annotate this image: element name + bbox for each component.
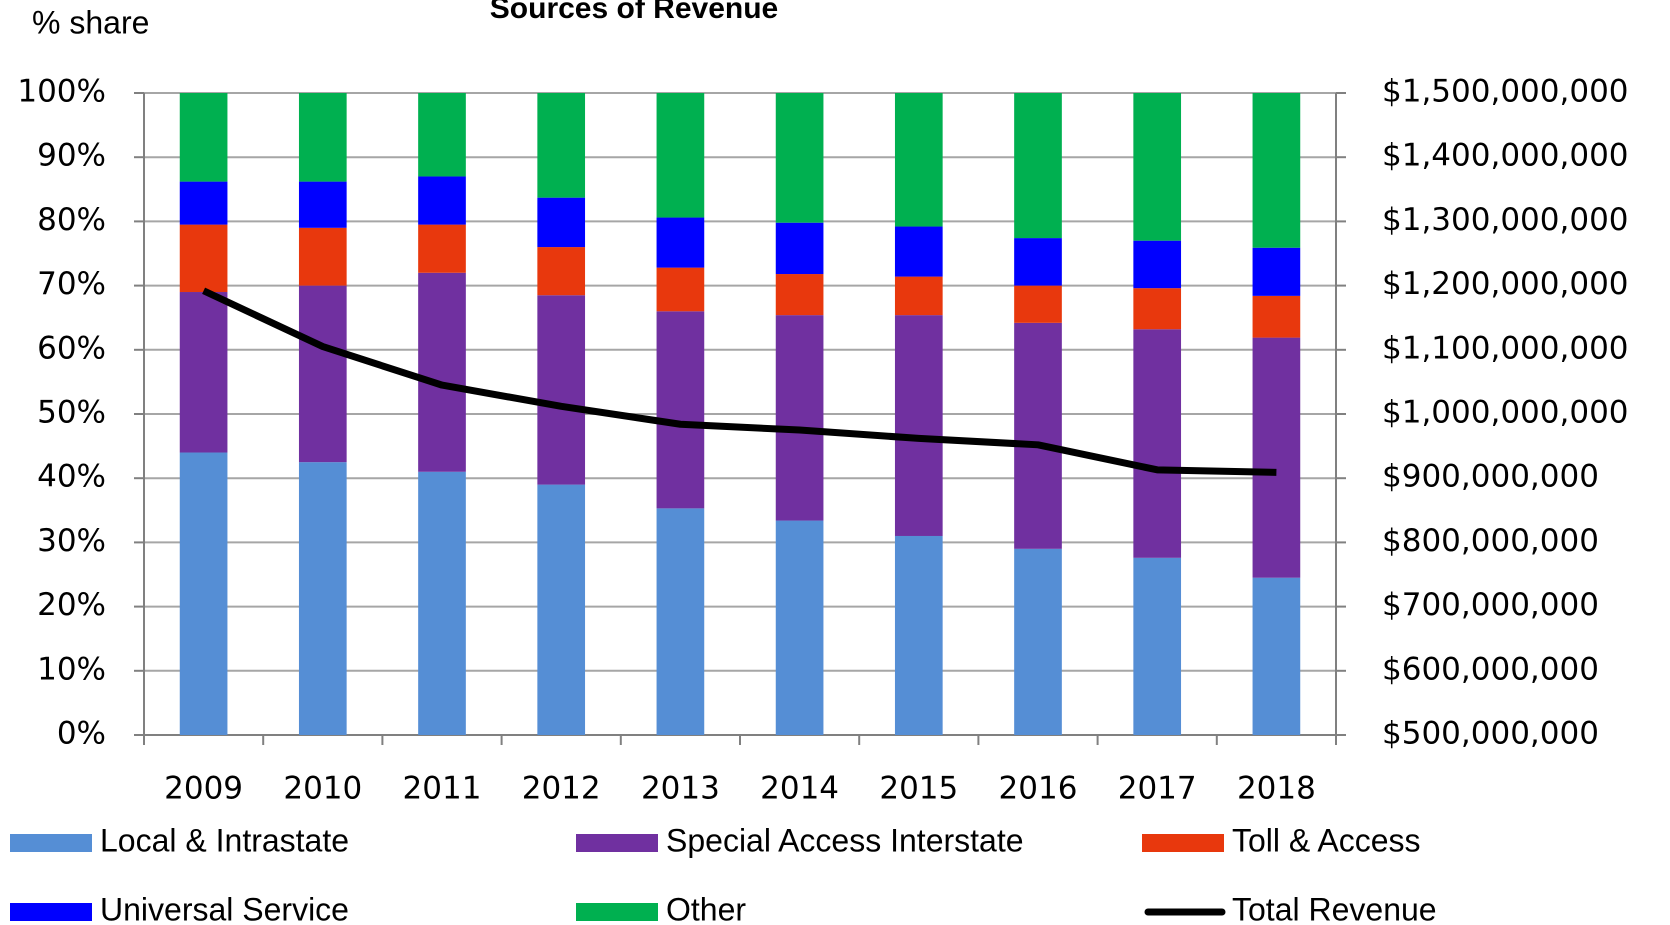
y2-tick-label: $600,000,000: [1382, 651, 1599, 687]
legend-label: Total Revenue: [1232, 891, 1437, 925]
bar-segment: [775, 274, 824, 316]
bar-segment: [1014, 93, 1062, 239]
y2-tick-label: $500,000,000: [1382, 716, 1599, 752]
y2-tick-label: $1,400,000,000: [1382, 138, 1629, 174]
bar-segment: [894, 276, 943, 316]
bar-segment: [1014, 548, 1062, 735]
bar-segment: [298, 285, 347, 463]
bar-segment: [179, 292, 228, 453]
bar-segment: [656, 508, 705, 735]
bar-segment: [1252, 337, 1301, 578]
x-tick-label: 2012: [522, 771, 601, 807]
bar-segment: [537, 484, 586, 735]
y2-tick-label: $700,000,000: [1382, 587, 1599, 623]
legend-swatch: [1142, 834, 1224, 852]
y2-tick-label: $1,200,000,000: [1382, 266, 1629, 302]
bar-segment: [418, 93, 466, 177]
bar-segment: [1252, 295, 1301, 338]
bar-segment: [775, 93, 824, 223]
bar-segment: [537, 247, 586, 296]
legend-label: Other: [666, 891, 746, 925]
y2-tick-label: $800,000,000: [1382, 523, 1599, 559]
x-tick-label: 2009: [164, 771, 243, 807]
bar-segment: [1252, 93, 1301, 248]
y-tick-label: 80%: [37, 202, 106, 238]
bar-segment: [1133, 240, 1182, 289]
bar-segment: [894, 315, 943, 536]
bar-segment: [537, 295, 586, 485]
bar-segment: [775, 222, 824, 275]
x-tick-label: 2014: [760, 771, 839, 807]
y2-tick-label: $900,000,000: [1382, 459, 1599, 495]
bar-segment: [1014, 285, 1062, 323]
x-tick-label: 2011: [403, 771, 482, 807]
legend-label: Toll & Access: [1232, 822, 1421, 858]
bar-segment: [1252, 577, 1301, 735]
y-axis-label: % share: [32, 4, 149, 40]
y-tick-label: 50%: [37, 395, 106, 431]
bar-segment: [418, 176, 466, 225]
bar-segment: [298, 93, 347, 182]
bar-segment: [179, 181, 228, 225]
bar-segment: [894, 535, 943, 735]
bar-segment: [1014, 322, 1062, 549]
y-tick-label: 60%: [37, 330, 106, 366]
y-tick-label: 40%: [37, 459, 106, 495]
x-tick-label: 2010: [283, 771, 362, 807]
bar-segment: [1133, 329, 1182, 558]
y2-tick-label: $1,000,000,000: [1382, 395, 1629, 431]
bar-segment: [1133, 557, 1182, 735]
bar-segment: [298, 462, 347, 735]
legend-label: Local & Intrastate: [100, 822, 349, 858]
bar-segment: [775, 315, 824, 521]
bar-segment: [1133, 288, 1182, 330]
chart-title: Sources of Revenue: [490, 0, 778, 25]
legend-swatch: [576, 834, 658, 852]
x-tick-label: 2016: [999, 771, 1078, 807]
bar-segment: [418, 224, 466, 273]
x-tick-label: 2015: [879, 771, 958, 807]
x-tick-label: 2017: [1118, 771, 1197, 807]
legend-swatch: [10, 834, 92, 852]
legend-label: Universal Service: [100, 891, 349, 925]
bar-segment: [179, 452, 228, 735]
bar-segment: [537, 93, 586, 198]
y2-tick-label: $1,300,000,000: [1382, 202, 1629, 238]
bar-segment: [656, 93, 705, 218]
bar-segment: [656, 267, 705, 312]
y-tick-label: 10%: [37, 651, 106, 687]
bar-segment: [1133, 93, 1182, 241]
bar-segment: [656, 217, 705, 268]
bar-segment: [179, 224, 228, 293]
bar-segment: [656, 311, 705, 509]
legend-swatch: [10, 903, 92, 921]
y2-tick-label: $1,100,000,000: [1382, 330, 1629, 366]
bar-segment: [894, 226, 943, 277]
bar-segment: [418, 272, 466, 472]
y2-tick-label: $1,500,000,000: [1382, 74, 1629, 110]
bar-segment: [179, 93, 228, 182]
bar-segment: [537, 197, 586, 248]
y-tick-label: 100%: [17, 74, 106, 110]
bar-segment: [775, 520, 824, 735]
legend-swatch: [576, 903, 658, 921]
y-tick-label: 0%: [57, 716, 106, 752]
legend-label: Special Access Interstate: [666, 822, 1024, 858]
x-tick-label: 2018: [1237, 771, 1316, 807]
y-tick-label: 70%: [37, 266, 106, 302]
bar-segment: [298, 227, 347, 286]
bar-segment: [418, 471, 466, 735]
bar-segment: [1252, 247, 1301, 296]
y-tick-label: 20%: [37, 587, 106, 623]
bar-segment: [1014, 238, 1062, 286]
bar-segment: [298, 181, 347, 228]
line-series: [202, 287, 1277, 476]
y-tick-label: 30%: [37, 523, 106, 559]
x-tick-label: 2013: [641, 771, 720, 807]
bar-segment: [894, 93, 943, 227]
y-tick-label: 90%: [37, 138, 106, 174]
